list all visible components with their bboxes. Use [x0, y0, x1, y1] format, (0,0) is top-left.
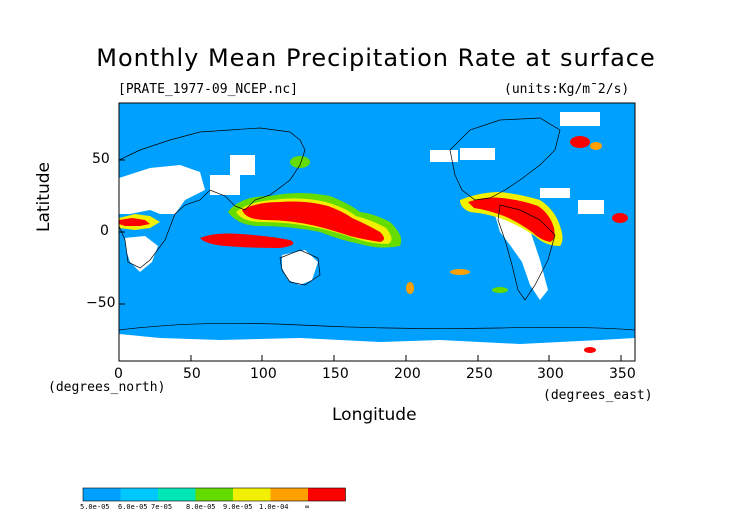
north-america-coast — [449, 117, 561, 201]
southern-africa-dry — [125, 236, 158, 272]
central-america-band-core — [468, 197, 555, 242]
y-tick-label: −50 — [86, 295, 116, 311]
south-america-west-dry — [495, 215, 548, 300]
y-axis-title: Latitude — [34, 162, 54, 232]
x-tick-label: 150 — [322, 366, 349, 382]
colorbar — [82, 487, 346, 502]
colorbar-label: 6.0e-05 — [118, 503, 148, 511]
colorbar-swatch — [308, 488, 346, 501]
colorbar-swatch — [120, 488, 158, 501]
colorbar-swatch — [158, 488, 196, 501]
greenland-dry — [560, 112, 600, 126]
x-tick-label: 300 — [537, 366, 564, 382]
antarctica-dry — [119, 334, 635, 361]
file-label: [PRATE_1977-09_NCEP.nc] — [118, 82, 299, 97]
arabia-dry — [210, 175, 240, 195]
x-tick-label: 50 — [183, 366, 201, 382]
indian-ocean-band — [200, 233, 294, 248]
x-tick-label: 250 — [466, 366, 493, 382]
eurasia-africa-coast — [119, 127, 306, 269]
colorbar-swatch — [83, 488, 121, 501]
central-asia-dry — [230, 155, 255, 175]
pacific-north-dry — [430, 150, 458, 162]
colorbar-label: 7e-05 — [151, 503, 173, 511]
x-tick-label: 100 — [250, 366, 277, 382]
colorbar-swatch — [195, 488, 233, 501]
x-tick-label: 0 — [114, 366, 123, 382]
map-plot-area — [119, 103, 635, 361]
colorbar-swatch — [233, 488, 271, 501]
colorbar-label: 5.0e-05 — [80, 503, 110, 511]
units-label: (units:Kg/m¯2/s) — [504, 82, 630, 97]
south-pacific-patch-2 — [492, 287, 508, 293]
x-axis-note-right: (degrees_east) — [543, 388, 653, 403]
y-tick-label: 50 — [92, 151, 110, 167]
colorbar-swatch — [270, 488, 308, 501]
colorbar-label: 9.0e-05 — [223, 503, 253, 511]
dry-regions — [119, 112, 635, 361]
x-tick-label: 200 — [394, 366, 421, 382]
australia-coast — [279, 249, 321, 286]
south-pacific-patch — [450, 269, 470, 275]
north-america-dry — [460, 148, 495, 160]
antarctica-coast — [119, 322, 635, 331]
north-atlantic-dry — [540, 188, 570, 198]
x-axis-note-left: (degrees_north) — [48, 380, 166, 395]
south-pacific-patch-3 — [406, 282, 414, 294]
x-axis-title: Longitude — [332, 405, 417, 425]
japan-patch — [290, 156, 310, 168]
atlantic-dry — [578, 200, 604, 214]
north-atlantic-patch-2 — [590, 142, 602, 150]
precip-bands — [119, 136, 628, 353]
south-america-coast — [497, 204, 556, 301]
australia-dry — [282, 250, 318, 285]
sahara-dry — [119, 165, 205, 214]
southern-ocean-patch — [584, 347, 596, 353]
colorbar-frame — [82, 487, 346, 502]
north-atlantic-patch — [570, 136, 590, 148]
monsoon-band-core — [242, 201, 384, 242]
y-tick-label: 0 — [100, 223, 109, 239]
coastlines — [119, 117, 635, 331]
atlantic-itcz-patch — [612, 213, 628, 223]
colorbar-label: ∞ — [305, 503, 310, 511]
tick-marks — [118, 159, 622, 361]
colorbar-label: 8.0e-05 — [186, 503, 216, 511]
west-africa-core — [119, 218, 150, 226]
map-title: Monthly Mean Precipitation Rate at surfa… — [96, 44, 656, 72]
colorbar-label: 1.0e-04 — [259, 503, 289, 511]
x-tick-label: 350 — [609, 366, 636, 382]
